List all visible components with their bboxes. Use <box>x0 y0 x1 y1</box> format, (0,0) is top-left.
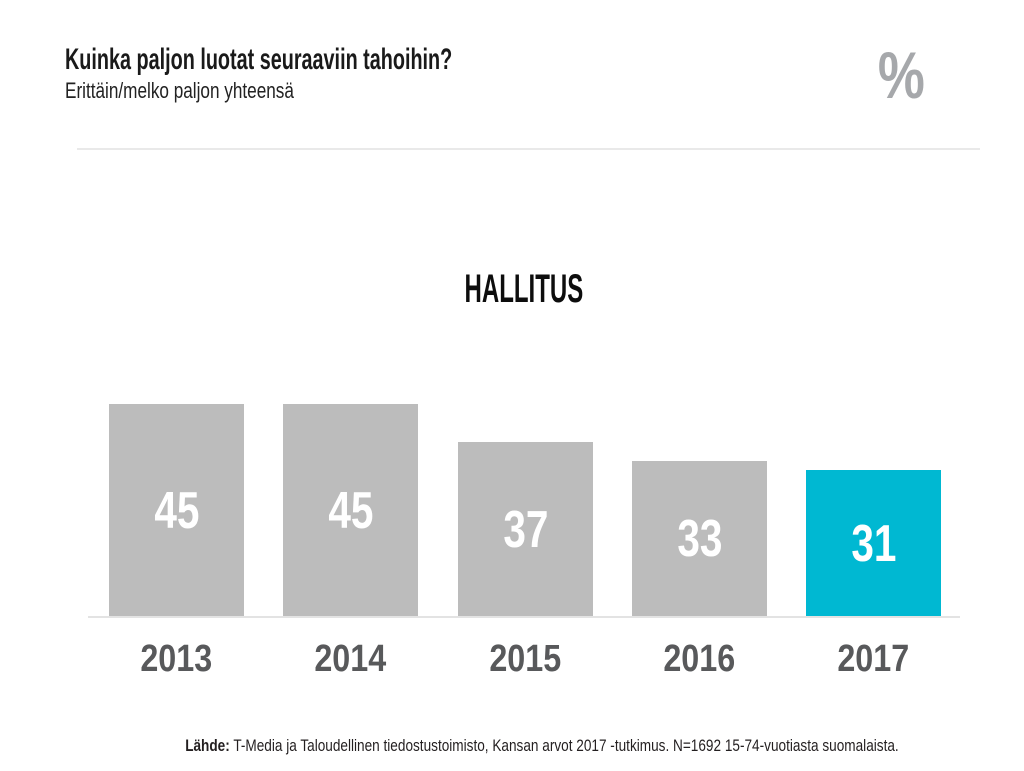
bar-value-label: 33 <box>676 510 723 568</box>
x-axis-label-text: 2015 <box>489 638 562 680</box>
x-axis-label-2013: 2013 <box>109 640 244 678</box>
x-axis-label-text: 2016 <box>663 638 736 680</box>
percent-symbol: % <box>849 42 953 108</box>
bar-value-label: 37 <box>502 500 549 559</box>
bar-value-label: 45 <box>153 481 200 540</box>
source-text: T-Media ja Taloudellinen tiedostustoimis… <box>233 736 899 755</box>
x-axis-label-text: 2013 <box>140 638 213 680</box>
chart-title-text: HALLITUS <box>464 267 584 311</box>
bar-2017: 31 <box>806 470 941 617</box>
x-axis-label-2014: 2014 <box>283 640 418 678</box>
x-axis-label-2016: 2016 <box>632 640 767 678</box>
bar-2016: 33 <box>632 461 767 617</box>
header-divider <box>77 148 980 150</box>
x-axis-label-text: 2014 <box>314 638 387 680</box>
page-subtitle: Erittäin/melko paljon yhteensä <box>65 80 359 102</box>
percent-symbol-text: % <box>877 38 925 112</box>
chart-title: HALLITUS <box>88 269 960 309</box>
source-note-text: Lähde: T-Media ja Taloudellinen tiedostu… <box>185 737 899 754</box>
bar-2013: 45 <box>109 404 244 617</box>
bar-value-label: 31 <box>850 514 897 573</box>
bar-2015: 37 <box>458 442 593 617</box>
x-axis-label-2015: 2015 <box>458 640 593 678</box>
x-axis-line <box>88 616 960 618</box>
source-label: Lähde: <box>185 736 230 755</box>
x-axis-label-2017: 2017 <box>806 640 941 678</box>
x-axis-label-text: 2017 <box>837 638 910 680</box>
bar-value-label: 45 <box>327 481 374 540</box>
page-title: Kuinka paljon luotat seuraaviin tahoihin… <box>65 45 652 75</box>
source-note: Lähde: T-Media ja Taloudellinen tiedostu… <box>30 737 1024 754</box>
page-subtitle-text: Erittäin/melko paljon yhteensä <box>65 78 294 103</box>
bar-2014: 45 <box>283 404 418 617</box>
page-title-text: Kuinka paljon luotat seuraaviin tahoihin… <box>65 43 453 76</box>
